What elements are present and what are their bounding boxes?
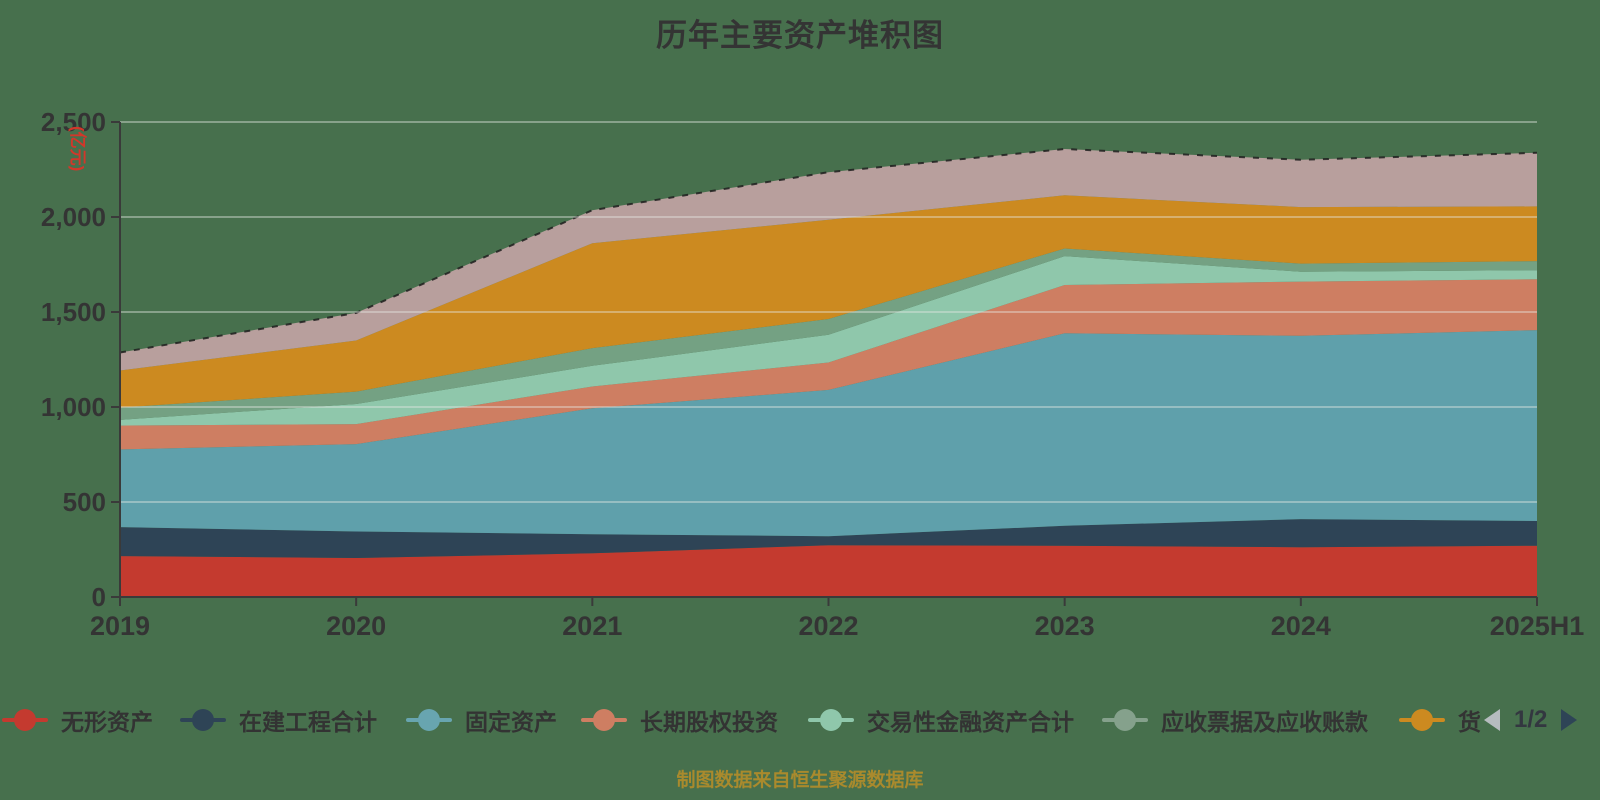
legend-marker-icon xyxy=(581,708,627,732)
area-货 xyxy=(120,195,1537,408)
legend-label: 无形资产 xyxy=(61,709,153,735)
legend-next-page-icon[interactable] xyxy=(1561,709,1578,731)
legend-marker-icon xyxy=(2,708,48,732)
y-axis-unit-label: (亿元) xyxy=(68,126,88,171)
top-boundary-line xyxy=(119,147,1538,354)
legend-item-4[interactable]: 长期股权投资 xyxy=(581,698,778,742)
legend-marker-icon xyxy=(1102,708,1148,732)
legend-item-7[interactable]: 货 xyxy=(1399,698,1481,742)
legend-item-6[interactable]: 应收票据及应收账款 xyxy=(1102,698,1368,742)
area-应收票据及应收账款 xyxy=(120,248,1537,420)
legend-label: 应收票据及应收账款 xyxy=(1161,709,1368,735)
legend-marker-icon xyxy=(808,708,854,732)
legend-item-1[interactable]: 无形资产 xyxy=(2,698,153,742)
area-无形资产 xyxy=(120,545,1537,597)
area-series-8 xyxy=(120,149,1537,371)
x-tick-label-2022: 2022 xyxy=(798,611,858,641)
legend-label: 在建工程合计 xyxy=(239,709,377,735)
area-在建工程合计 xyxy=(120,519,1537,558)
legend-label: 长期股权投资 xyxy=(640,709,778,735)
y-tick-label-0: 0 xyxy=(92,582,106,612)
legend-page-indicator: 1/2 xyxy=(1514,706,1548,733)
legend-item-5[interactable]: 交易性金融资产合计 xyxy=(808,698,1074,742)
x-tick-label-2024: 2024 xyxy=(1271,611,1331,641)
y-tick-label-1,500: 1,500 xyxy=(41,297,106,327)
legend-label: 固定资产 xyxy=(465,709,557,735)
x-tick-label-2023: 2023 xyxy=(1035,611,1095,641)
legend-item-3[interactable]: 固定资产 xyxy=(406,698,557,742)
area-固定资产 xyxy=(120,330,1537,537)
chart-title: 历年主要资产堆积图 xyxy=(656,18,944,53)
legend-marker-icon xyxy=(406,708,452,732)
y-tick-label-500: 500 xyxy=(63,487,106,517)
legend-prev-page-icon[interactable] xyxy=(1484,709,1500,731)
legend-label: 交易性金融资产合计 xyxy=(867,709,1074,735)
x-tick-label-2021: 2021 xyxy=(562,611,622,641)
y-tick-label-2,500: 2,500 xyxy=(41,107,106,137)
legend-marker-icon xyxy=(1399,708,1445,732)
x-tick-label-2020: 2020 xyxy=(326,611,386,641)
legend-pager: 1/2 xyxy=(1484,698,1578,742)
legend-label: 货 xyxy=(1458,709,1481,735)
area-交易性金融资产合计 xyxy=(120,256,1537,426)
y-tick-label-2,000: 2,000 xyxy=(41,202,106,232)
y-tick-label-1,000: 1,000 xyxy=(41,392,106,422)
x-tick-label-2025H1: 2025H1 xyxy=(1490,611,1585,641)
legend-marker-icon xyxy=(180,708,226,732)
data-source-note: 制图数据来自恒生聚源数据库 xyxy=(676,770,924,791)
legend: 1/2 无形资产 在建工程合计 固定资产 长期股权投资 交易性金融资产合计 应收票据及应收… xyxy=(0,698,1600,744)
x-tick-label-2019: 2019 xyxy=(90,611,150,641)
legend-item-2[interactable]: 在建工程合计 xyxy=(180,698,377,742)
